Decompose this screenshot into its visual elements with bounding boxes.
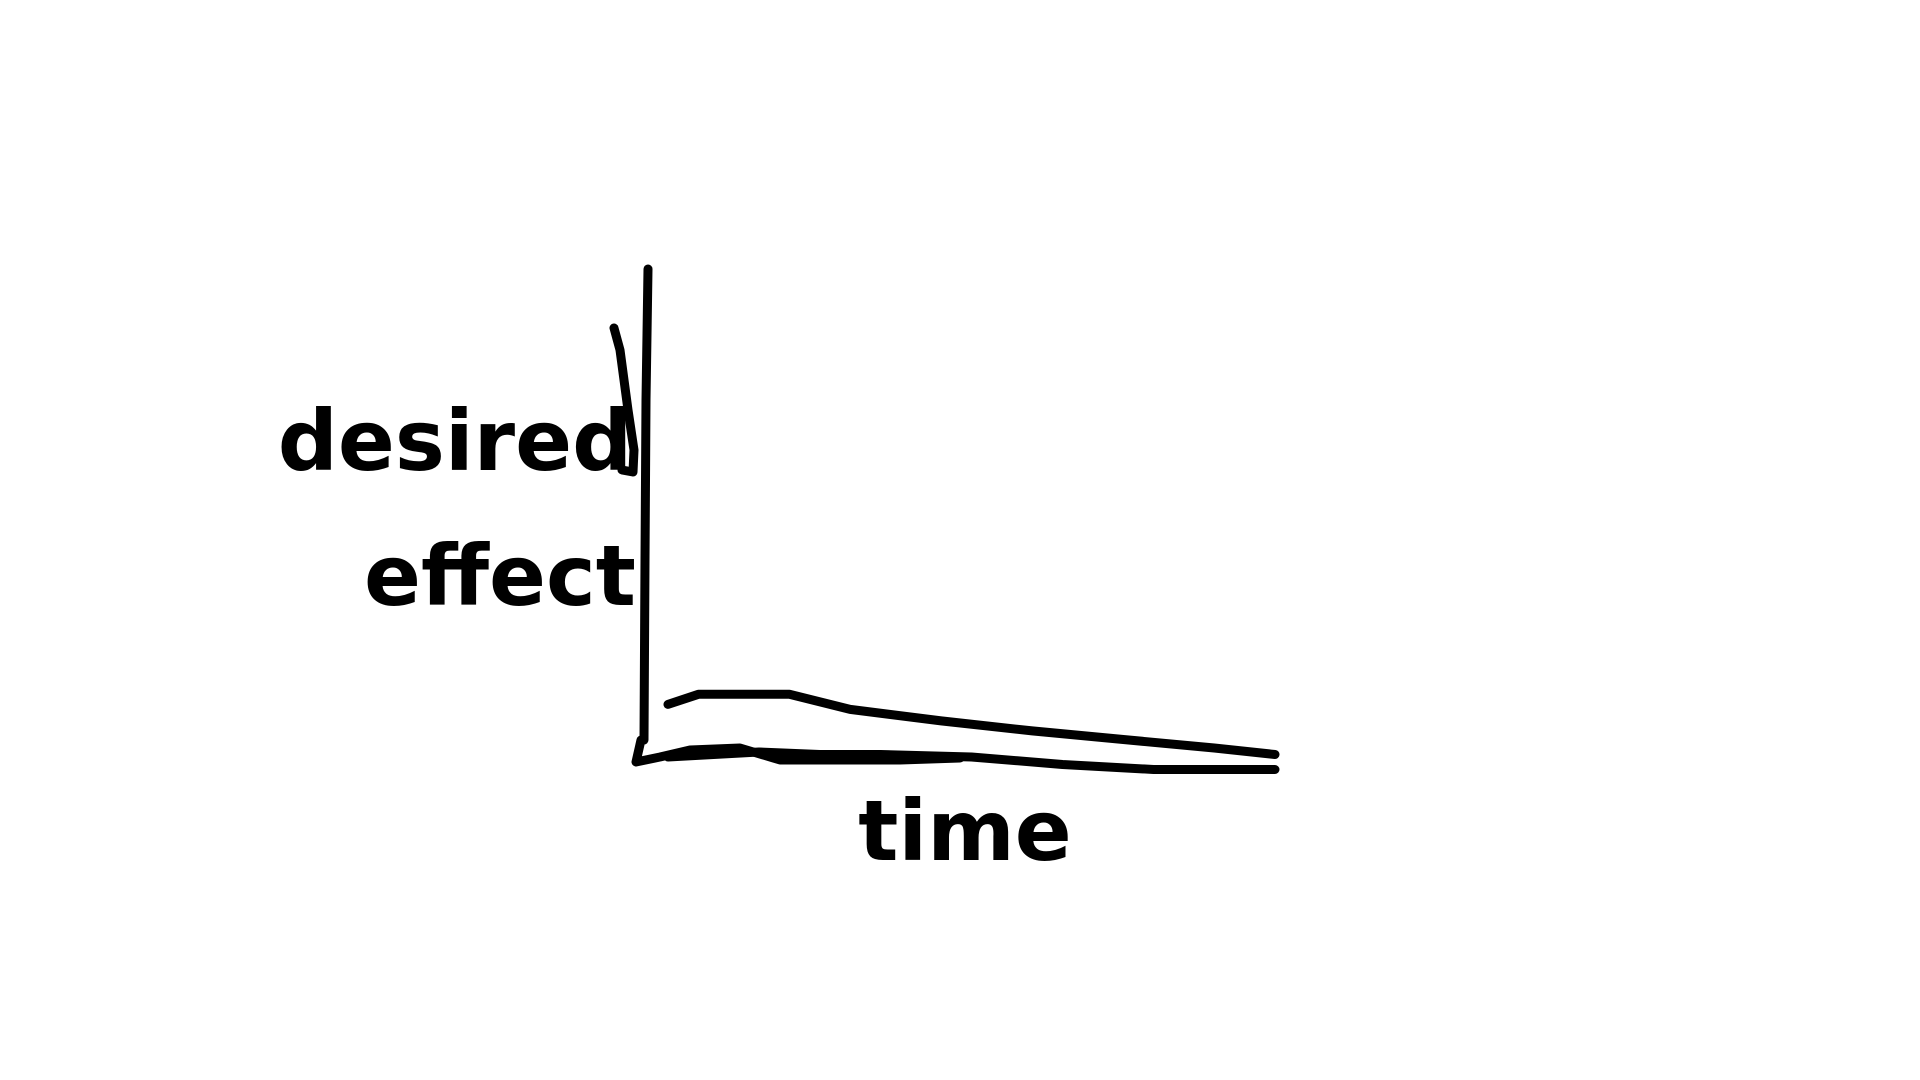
y-axis: [639, 264, 653, 745]
x-axis-label: time: [858, 782, 1071, 880]
series-line-1: [663, 689, 1280, 759]
y-axis-label-line-2: effect: [364, 527, 636, 625]
y-axis-label-line-1: desired: [278, 392, 632, 490]
y-axis-pen-stroke: [609, 323, 639, 477]
series-line-2: [663, 747, 1280, 774]
series-group: [663, 689, 1280, 774]
x-axis: [631, 735, 965, 767]
